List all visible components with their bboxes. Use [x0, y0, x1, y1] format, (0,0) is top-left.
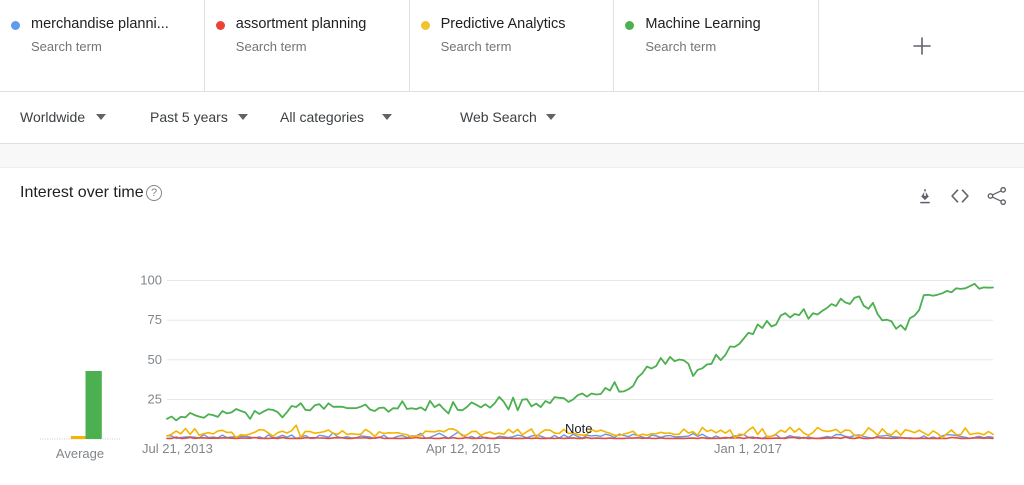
- svg-text:75: 75: [148, 312, 162, 327]
- svg-text:Average: Average: [56, 446, 104, 461]
- svg-text:50: 50: [148, 352, 162, 367]
- svg-text:Note: Note: [565, 421, 592, 436]
- svg-text:Jan 1, 2017: Jan 1, 2017: [714, 441, 782, 456]
- svg-text:Apr 12, 2015: Apr 12, 2015: [426, 441, 500, 456]
- svg-text:Jul 21, 2013: Jul 21, 2013: [142, 441, 213, 456]
- svg-text:100: 100: [140, 273, 162, 288]
- svg-text:25: 25: [148, 392, 162, 407]
